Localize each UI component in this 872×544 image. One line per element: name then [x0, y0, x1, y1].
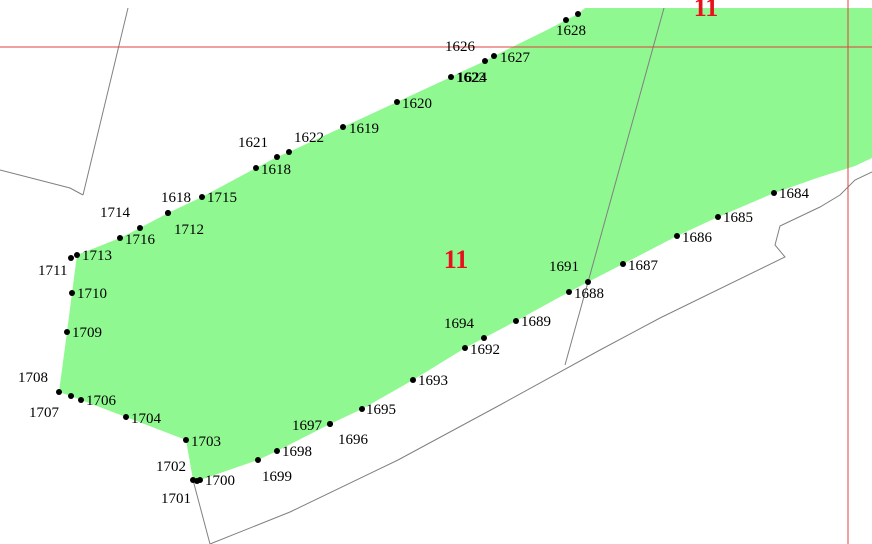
- point-label: 1712: [174, 222, 204, 238]
- point-label: 1685: [723, 210, 753, 226]
- point-label: 1698: [282, 444, 312, 460]
- boundary-point[interactable]: [69, 290, 75, 296]
- point-label: 1628: [556, 23, 586, 39]
- boundary-point[interactable]: [183, 437, 189, 443]
- point-label: 1684: [779, 186, 810, 202]
- point-label: 1703: [191, 434, 221, 450]
- point-label: 1713: [82, 248, 112, 264]
- point-label: 1696: [338, 432, 369, 448]
- boundary-point[interactable]: [513, 318, 519, 324]
- boundary-point[interactable]: [165, 210, 171, 216]
- point-label: 1711: [38, 263, 67, 279]
- boundary-point[interactable]: [274, 154, 280, 160]
- boundary-point[interactable]: [68, 255, 74, 261]
- boundary-point[interactable]: [674, 233, 680, 239]
- point-label: 1692: [470, 342, 500, 358]
- boundary-point[interactable]: [255, 457, 261, 463]
- boundary-point[interactable]: [715, 214, 721, 220]
- point-label: 1691: [549, 259, 579, 275]
- boundary-point[interactable]: [137, 225, 143, 231]
- boundary-point[interactable]: [448, 74, 454, 80]
- point-label: 1693: [418, 373, 448, 389]
- point-label: 1694: [444, 316, 475, 332]
- boundary-point[interactable]: [585, 279, 591, 285]
- boundary-point[interactable]: [68, 393, 74, 399]
- point-label: 1618: [161, 190, 191, 206]
- boundary-line: [82, 7, 129, 196]
- point-label: 1707: [29, 405, 60, 421]
- point-label: 1704: [131, 411, 162, 427]
- boundary-point[interactable]: [491, 53, 497, 59]
- point-label: 1626: [445, 39, 476, 55]
- boundary-point[interactable]: [274, 448, 280, 454]
- boundary-line: [564, 7, 665, 366]
- point-label: 1620: [402, 96, 432, 112]
- boundary-point[interactable]: [394, 99, 400, 105]
- boundary-point[interactable]: [563, 17, 569, 23]
- point-label: 1624: [457, 70, 488, 86]
- boundary-point[interactable]: [197, 477, 203, 483]
- boundary-point[interactable]: [462, 345, 468, 351]
- point-label: 1623: [456, 70, 486, 86]
- point-label: 1622: [294, 130, 324, 146]
- boundary-point[interactable]: [117, 235, 123, 241]
- boundary-line: [209, 171, 872, 544]
- boundary-point[interactable]: [64, 329, 70, 335]
- point-label: 1716: [125, 232, 156, 248]
- parcel-number-label[interactable]: 11: [444, 245, 469, 274]
- point-label: 1687: [628, 258, 659, 274]
- boundary-point[interactable]: [359, 406, 365, 412]
- boundary-point[interactable]: [620, 261, 626, 267]
- boundary-point[interactable]: [410, 377, 416, 383]
- boundary-point[interactable]: [482, 58, 488, 64]
- boundary-point[interactable]: [199, 194, 205, 200]
- point-label: 1714: [100, 205, 131, 221]
- boundary-line: [0, 169, 84, 196]
- boundary-point[interactable]: [575, 11, 581, 17]
- boundary-point[interactable]: [123, 414, 129, 420]
- boundary-point[interactable]: [566, 289, 572, 295]
- point-label: 1701: [161, 491, 191, 507]
- parcel-boundaries: [0, 7, 872, 544]
- point-label: 1618: [261, 162, 291, 178]
- point-label: 1627: [500, 50, 531, 66]
- point-label: 1715: [207, 190, 237, 206]
- point-label: 1688: [574, 286, 604, 302]
- point-label: 1700: [205, 473, 235, 489]
- boundary-points: [56, 11, 777, 484]
- point-label: 1708: [18, 370, 48, 386]
- point-label: 1702: [156, 459, 186, 475]
- boundary-point[interactable]: [253, 165, 259, 171]
- boundary-point[interactable]: [481, 335, 487, 341]
- point-label: 1709: [72, 325, 102, 341]
- boundary-line: [192, 479, 211, 544]
- boundary-point[interactable]: [78, 397, 84, 403]
- point-label: 1619: [349, 121, 379, 137]
- point-label: 1706: [86, 393, 117, 409]
- boundary-point[interactable]: [340, 124, 346, 130]
- parcel-number-label-top[interactable]: 11: [694, 0, 719, 22]
- point-label: 1697: [292, 418, 323, 434]
- point-label: 1621: [238, 135, 268, 151]
- point-label: 1695: [366, 402, 396, 418]
- point-label: 1686: [682, 230, 713, 246]
- parcel-11-area[interactable]: [59, 8, 872, 480]
- boundary-point[interactable]: [286, 149, 292, 155]
- point-label: 1689: [521, 314, 551, 330]
- boundary-point[interactable]: [56, 389, 62, 395]
- point-label: 1699: [262, 469, 292, 485]
- boundary-point[interactable]: [771, 190, 777, 196]
- boundary-point[interactable]: [74, 252, 80, 258]
- boundary-point[interactable]: [327, 421, 333, 427]
- point-label: 1710: [77, 286, 107, 302]
